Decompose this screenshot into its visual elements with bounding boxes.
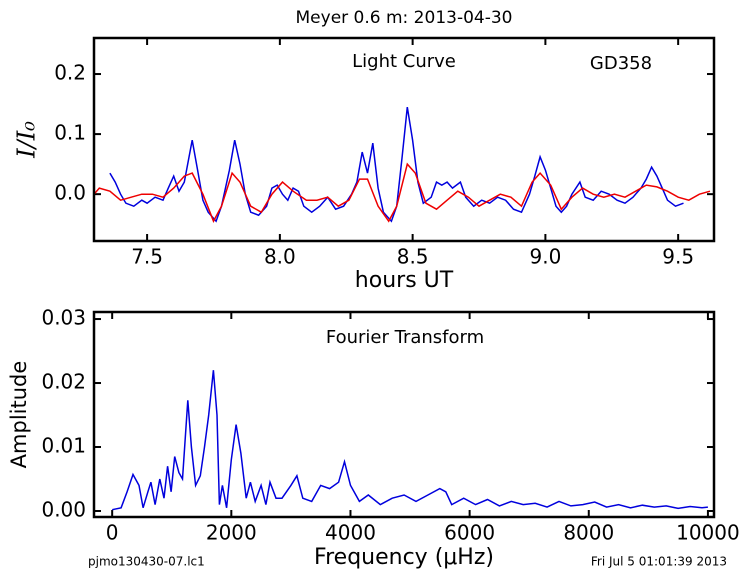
y-tick-label: 0.01 (41, 434, 86, 458)
x-tick-label: 8.5 (397, 245, 429, 269)
y-tick-label: 0.2 (54, 61, 86, 85)
x-tick-label: 4000 (325, 521, 376, 545)
footer-right: Fri Jul 5 01:01:39 2013 (591, 555, 727, 569)
y-tick-label: 0.02 (41, 370, 86, 394)
y-tick-label: 0.0 (54, 181, 86, 205)
plot-frame (92, 36, 716, 243)
line-series (112, 370, 708, 511)
x-tick-label: 6000 (444, 521, 495, 545)
line-series (93, 162, 711, 223)
x-tick-label: 7.5 (131, 245, 163, 269)
y-axis-label: I/I₀ (13, 121, 41, 159)
plot-frame (92, 310, 716, 519)
x-tick-label: 2000 (206, 521, 257, 545)
y-axis-label: Amplitude (7, 361, 31, 469)
y-tick-label: 0.00 (41, 497, 86, 521)
y-tick-label: 0.1 (54, 121, 86, 145)
annotation: Light Curve (352, 51, 456, 72)
x-axis-label: Frequency (μHz) (314, 545, 494, 570)
x-tick-label: 9.0 (529, 245, 561, 269)
x-tick-label: 10000 (676, 521, 740, 545)
line-series (109, 106, 684, 223)
chart-title: Meyer 0.6 m: 2013-04-30 (296, 8, 513, 28)
x-axis-label: hours UT (355, 268, 454, 293)
x-tick-label: 8000 (563, 521, 614, 545)
footer-left: pjmo130430-07.lc1 (88, 555, 205, 569)
annotation: Fourier Transform (326, 327, 484, 348)
x-tick-label: 0 (106, 521, 119, 545)
annotation: GD358 (590, 53, 652, 74)
y-tick-label: 0.03 (41, 306, 86, 330)
x-tick-label: 8.0 (264, 245, 296, 269)
x-tick-label: 9.5 (662, 245, 694, 269)
